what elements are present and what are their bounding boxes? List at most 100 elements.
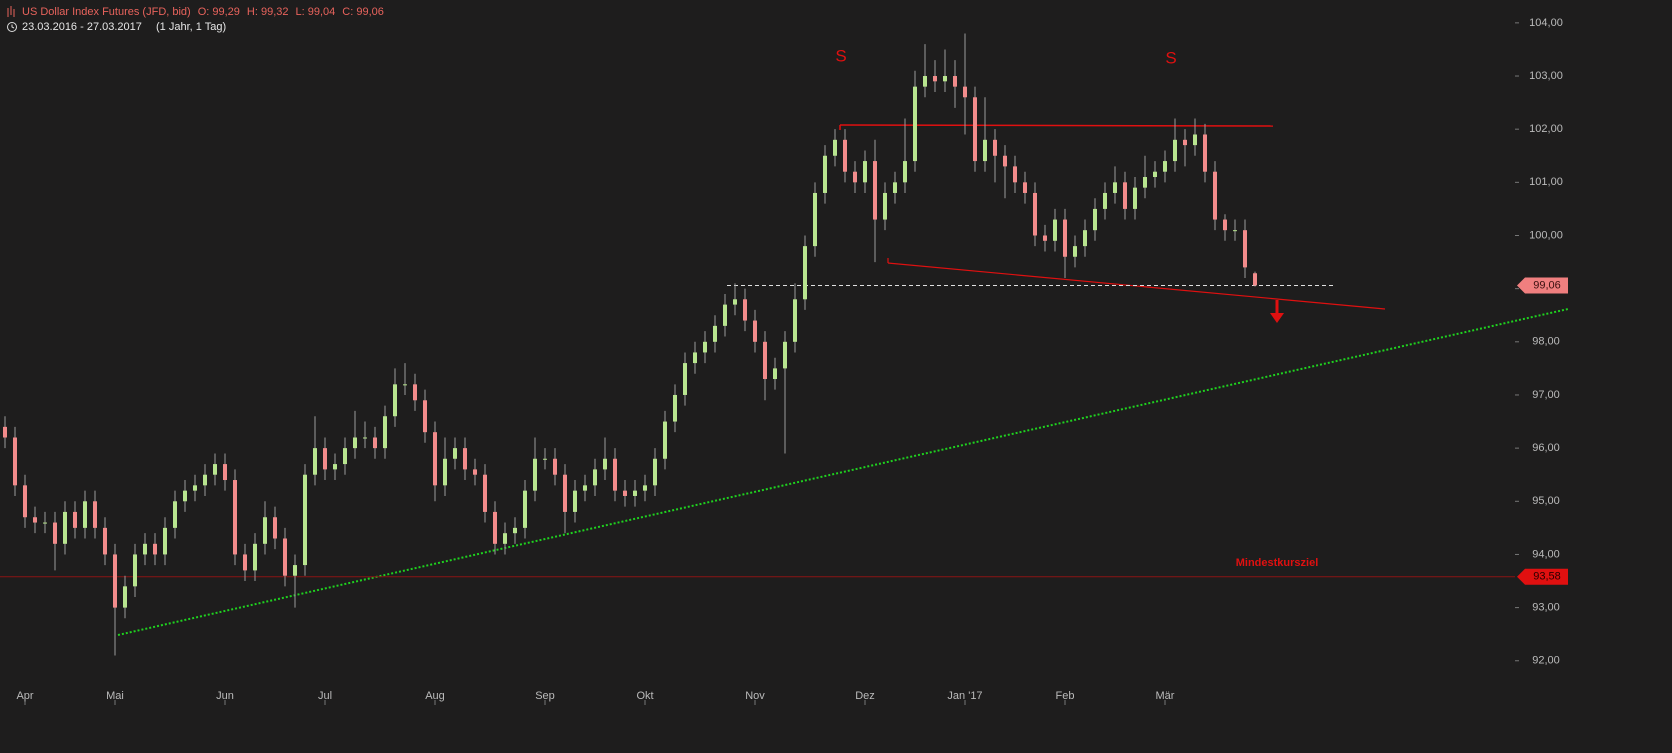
candle-body <box>603 458 607 470</box>
period: 23.03.2016 - 27.03.2017 <box>22 21 142 33</box>
x-tick-label: Sep <box>535 690 555 702</box>
candle-body <box>83 501 87 528</box>
candle-body <box>1123 182 1127 209</box>
candle-body <box>413 384 417 401</box>
x-tick-label: Mai <box>106 690 124 702</box>
candle-body <box>133 554 137 587</box>
candle-body <box>1033 192 1037 236</box>
price-flag <box>1517 277 1568 294</box>
candle-body <box>803 246 807 300</box>
candle-body <box>343 448 347 465</box>
candle-body <box>1013 166 1017 183</box>
y-tick-label: 103,00 <box>1529 70 1563 82</box>
candle-body <box>153 543 157 555</box>
clock-hand <box>11 24 15 29</box>
candle-body <box>713 325 717 342</box>
candle-body <box>993 139 997 156</box>
candle-body <box>633 490 637 496</box>
candle-body <box>1093 208 1097 231</box>
candle-body <box>323 448 327 470</box>
candle-body <box>263 517 267 544</box>
resistance-line <box>839 124 1274 127</box>
candle-body <box>1203 134 1207 172</box>
candle-body <box>143 543 147 555</box>
candle-body <box>973 97 977 162</box>
period-note: (1 Jahr, 1 Tag) <box>156 21 226 33</box>
candle-body <box>1143 177 1147 188</box>
price-flag <box>1517 568 1568 585</box>
candle-body <box>1103 192 1107 209</box>
ohlc-label: H: 99,32 <box>247 6 289 18</box>
candle-body <box>63 511 67 544</box>
candle-body <box>33 517 37 523</box>
candle-body <box>1053 219 1057 241</box>
neckline <box>887 262 1386 310</box>
candle-body <box>1083 230 1087 247</box>
candle-body <box>243 554 247 571</box>
candle-body <box>983 139 987 162</box>
candle-body <box>1163 161 1167 172</box>
candle-body <box>313 448 317 475</box>
x-tick-label: Jun <box>216 690 234 702</box>
header-title: US Dollar Index Futures (JFD, bid) <box>22 6 191 18</box>
candle-body <box>103 527 107 555</box>
candle-body <box>663 421 667 459</box>
y-tick-label: 97,00 <box>1532 389 1560 401</box>
candle-body <box>493 511 497 544</box>
candle-body <box>1193 134 1197 146</box>
x-tick-label: Dez <box>855 690 875 702</box>
candle-body <box>953 76 957 87</box>
candle-body <box>43 522 47 524</box>
x-tick-label: Jan '17 <box>947 690 982 702</box>
candle-body <box>303 474 307 566</box>
candle-body <box>3 426 7 438</box>
candle-body <box>193 485 197 491</box>
y-tick-label: 92,00 <box>1532 655 1560 667</box>
candle-body <box>513 527 517 534</box>
candle-body <box>443 458 447 486</box>
candle-body <box>473 469 477 475</box>
candle-body <box>1133 187 1137 209</box>
x-tick-label: Nov <box>745 690 765 702</box>
candle-body <box>463 448 467 470</box>
candle-body <box>203 474 207 486</box>
candle-body <box>653 458 657 486</box>
candle-body <box>1223 219 1227 231</box>
candle-body <box>453 448 457 459</box>
x-tick-label: Aug <box>425 690 445 702</box>
candle-body <box>93 501 97 528</box>
candle-body <box>533 458 537 491</box>
candle-body <box>1153 171 1157 178</box>
candle-body <box>683 363 687 395</box>
candle-body <box>913 86 917 162</box>
candle-body <box>563 474 567 512</box>
candle-body <box>383 416 387 449</box>
x-tick-label: Feb <box>1056 690 1075 702</box>
candle-body <box>1233 230 1237 232</box>
candle-body <box>393 384 397 417</box>
candle-body <box>163 527 167 555</box>
candle-body <box>353 437 357 449</box>
candle-body <box>253 543 257 571</box>
candle-body <box>23 485 27 518</box>
candle-body <box>853 171 857 183</box>
candle-body <box>883 192 887 220</box>
candle-body <box>823 155 827 193</box>
candle-body <box>963 86 967 98</box>
candle-body <box>1063 219 1067 257</box>
y-tick-label: 95,00 <box>1532 495 1560 507</box>
candle-body <box>873 161 877 220</box>
candle-body <box>673 394 677 422</box>
candle-body <box>1073 246 1077 257</box>
candle-body <box>273 517 277 539</box>
y-tick-label: 102,00 <box>1529 123 1563 135</box>
candle-body <box>1173 139 1177 162</box>
candle-body <box>53 522 57 544</box>
candle-body <box>833 139 837 156</box>
pattern-label: S <box>1165 48 1176 67</box>
candle-body <box>553 458 557 475</box>
candle-body <box>793 299 797 342</box>
candle-body <box>693 352 697 364</box>
y-tick-label: 98,00 <box>1532 336 1560 348</box>
